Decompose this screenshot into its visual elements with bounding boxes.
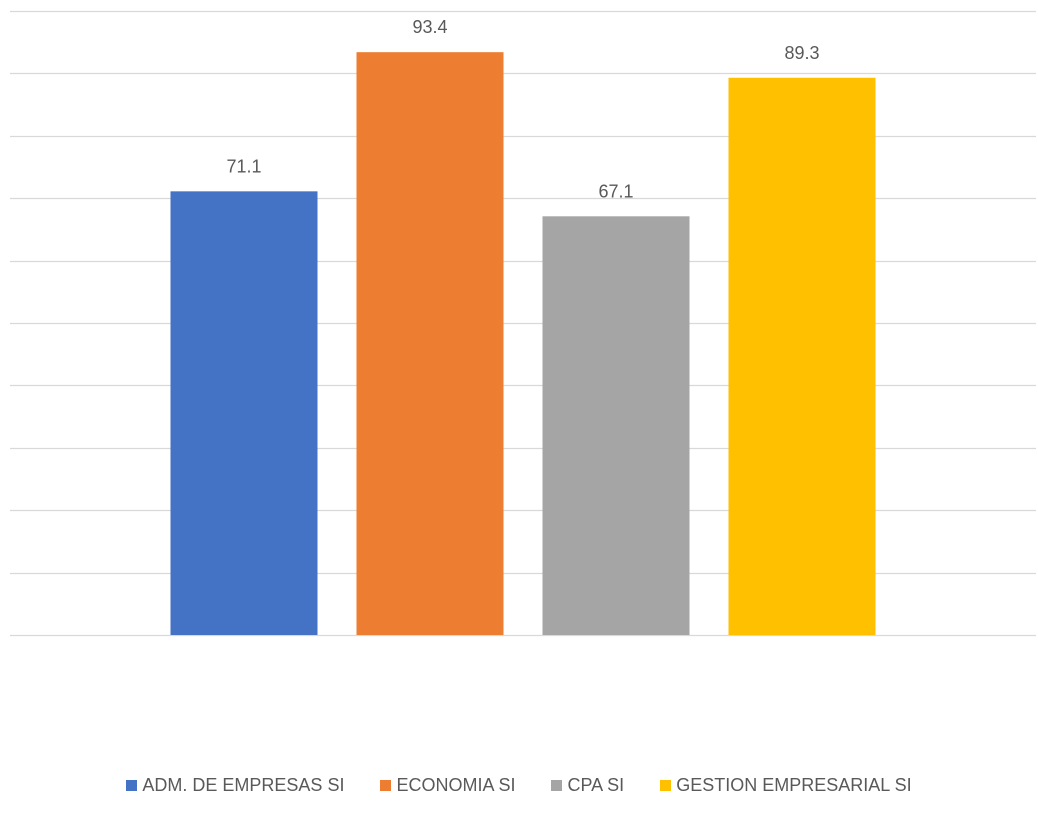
legend-swatch — [660, 779, 672, 791]
legend-swatch — [380, 779, 392, 791]
bar-cpa-si — [542, 216, 690, 635]
bar-adm-de-empresas-si — [170, 191, 318, 635]
legend-label: GESTION EMPRESARIAL SI — [676, 774, 912, 795]
gridlines — [10, 10, 1036, 637]
chart-plot-area: 71.1 93.4 67.1 89.3 — [10, 10, 1036, 637]
data-label-economia-si: 93.4 — [412, 17, 447, 37]
legend-item-economia-si: ECONOMIA SI — [380, 775, 515, 796]
legend-item-adm-de-empresas-si: ADM. DE EMPRESAS SI — [126, 775, 344, 796]
legend-label: CPA SI — [567, 774, 625, 795]
legend-item-gestion-empresarial-si: GESTION EMPRESARIAL SI — [660, 774, 912, 796]
data-label-cpa-si: 67.1 — [598, 181, 633, 201]
legend-label: ECONOMIA SI — [396, 774, 516, 795]
legend-swatch — [126, 779, 138, 791]
bar-gestion-empresarial-si — [728, 77, 876, 635]
legend-item-cpa-si: CPA SI — [551, 775, 624, 796]
data-label-gestion-empresarial-si: 89.3 — [784, 43, 819, 63]
legend-label: ADM. DE EMPRESAS SI — [142, 774, 345, 795]
data-labels: 71.1 93.4 67.1 89.3 — [226, 17, 819, 201]
bar-economia-si — [356, 52, 504, 635]
bars — [170, 52, 876, 635]
data-label-adm-de-empresas-si: 71.1 — [226, 156, 261, 176]
legend-swatch — [551, 779, 563, 791]
legend: ADM. DE EMPRESAS SI ECONOMIA SI CPA SI GEST… — [0, 770, 1038, 800]
